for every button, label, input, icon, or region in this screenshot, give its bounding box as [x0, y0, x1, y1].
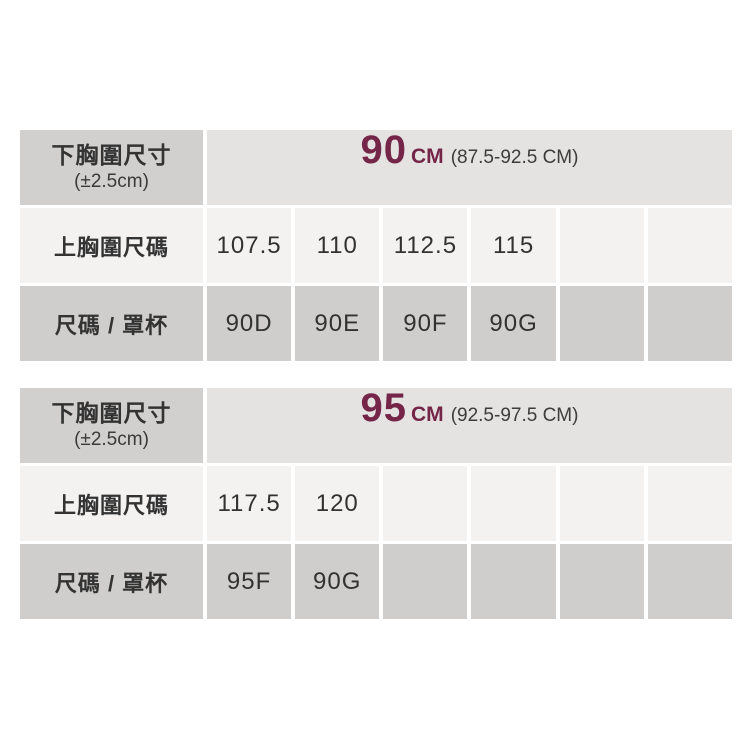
underbust-header-cell: 下胸圍尺寸 (±2.5cm): [20, 388, 203, 463]
size-band-cell: 95 CM (92.5-97.5 CM): [207, 388, 732, 463]
cup-size-row-label: 尺碼 / 罩杯: [20, 544, 203, 619]
upperbust-value-cell: [383, 466, 468, 541]
underbust-tolerance-label: (±2.5cm): [74, 171, 149, 192]
cup-size-value-cell: 90G: [295, 544, 380, 619]
upperbust-value-cell: 107.5: [207, 208, 292, 283]
size-value: 95: [360, 386, 408, 430]
upperbust-value-cell: 110: [295, 208, 380, 283]
cup-size-value-cell: [559, 286, 644, 361]
underbust-tolerance-label: (±2.5cm): [74, 429, 149, 450]
cup-size-value-cell: [647, 544, 732, 619]
cup-size-row-label: 尺碼 / 罩杯: [20, 286, 203, 361]
size-range: (92.5-97.5 CM): [450, 405, 579, 426]
upperbust-value-cell: [647, 466, 732, 541]
cup-size-value-cell: [559, 544, 644, 619]
upperbust-value-cell: 115: [471, 208, 556, 283]
upperbust-value-cell: [471, 466, 556, 541]
cup-size-value-cell: 90E: [295, 286, 380, 361]
size-range: (87.5-92.5 CM): [450, 147, 579, 168]
size-unit: CM: [411, 403, 444, 426]
size-unit: CM: [411, 145, 444, 168]
upperbust-row-label: 上胸圍尺碼: [20, 208, 203, 283]
size-table-95: 下胸圍尺寸 (±2.5cm) 95 CM (92.5-97.5 CM) 上胸圍尺…: [20, 388, 732, 619]
upperbust-value-cell: [647, 208, 732, 283]
size-value: 90: [360, 128, 408, 172]
cup-size-value-cell: [647, 286, 732, 361]
size-table-90: 下胸圍尺寸 (±2.5cm) 90 CM (87.5-92.5 CM) 上胸圍尺…: [20, 130, 732, 361]
cup-size-value-cell: 90G: [471, 286, 556, 361]
upperbust-value-cell: [559, 208, 644, 283]
cup-size-value-cell: 90F: [383, 286, 468, 361]
cup-size-value-cell: 95F: [207, 544, 292, 619]
upperbust-row-label: 上胸圍尺碼: [20, 466, 203, 541]
upperbust-value-cell: 120: [295, 466, 380, 541]
size-band-cell: 90 CM (87.5-92.5 CM): [207, 130, 732, 205]
upperbust-value-cell: 112.5: [383, 208, 468, 283]
upperbust-value-cell: 117.5: [207, 466, 292, 541]
underbust-header-cell: 下胸圍尺寸 (±2.5cm): [20, 130, 203, 205]
upperbust-value-cell: [559, 466, 644, 541]
underbust-header-title: 下胸圍尺寸: [51, 400, 172, 427]
cup-size-value-cell: [383, 544, 468, 619]
cup-size-value-cell: [471, 544, 556, 619]
underbust-header-title: 下胸圍尺寸: [51, 142, 172, 169]
cup-size-value-cell: 90D: [207, 286, 292, 361]
